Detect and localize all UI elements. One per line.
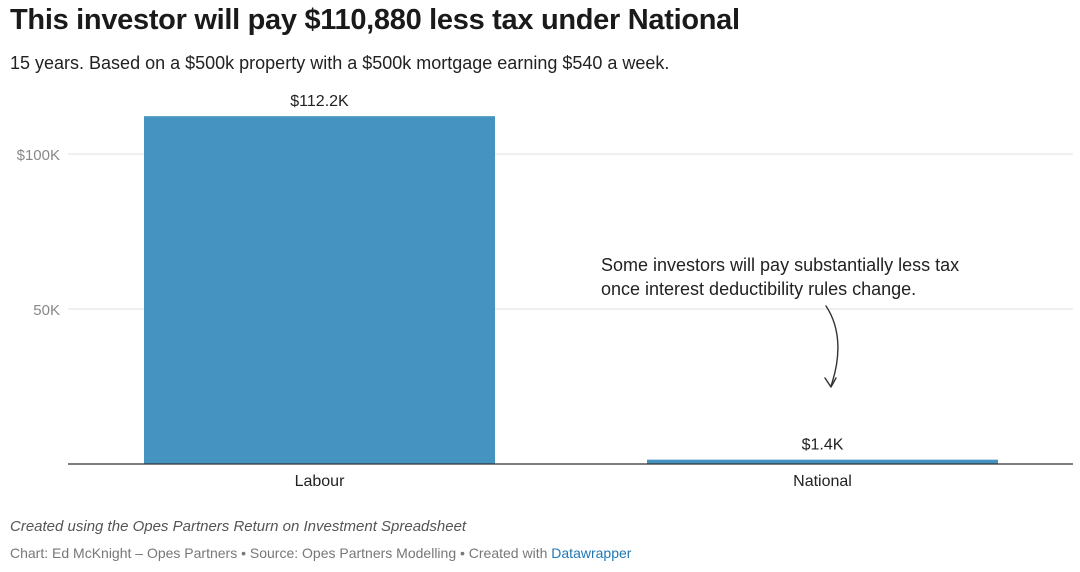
y-tick-label-0: $100K xyxy=(17,147,60,164)
chart-title: This investor will pay $110,880 less tax… xyxy=(10,4,740,36)
annotation-arrow xyxy=(825,305,839,387)
chart-subtitle: 15 years. Based on a $500k property with… xyxy=(10,53,670,73)
annotation-line-0: Some investors will pay substantially le… xyxy=(601,255,959,275)
bar-national xyxy=(647,459,998,464)
x-tick-label-0: Labour xyxy=(295,473,345,490)
annotation-line-1: once interest deductibility rules change… xyxy=(601,279,916,299)
bar-chart: $100K 50K $112.2K Labour $1.4K National Some i… xyxy=(17,93,1073,490)
chart-byline: Chart: Ed McKnight – Opes Partners • Sou… xyxy=(10,545,631,561)
datawrapper-link[interactable]: Datawrapper xyxy=(551,545,632,561)
x-tick-label-1: National xyxy=(793,473,852,490)
bar-value-label-1: $1.4K xyxy=(802,437,844,454)
bar-value-label-0: $112.2K xyxy=(290,93,349,110)
annotation-arrowhead xyxy=(824,377,837,388)
chart-notes: Created using the Opes Partners Return o… xyxy=(10,518,467,535)
byline-text: Chart: Ed McKnight – Opes Partners • Sou… xyxy=(10,545,552,561)
y-tick-label-1: 50K xyxy=(33,302,60,319)
bar-labour xyxy=(144,116,495,465)
